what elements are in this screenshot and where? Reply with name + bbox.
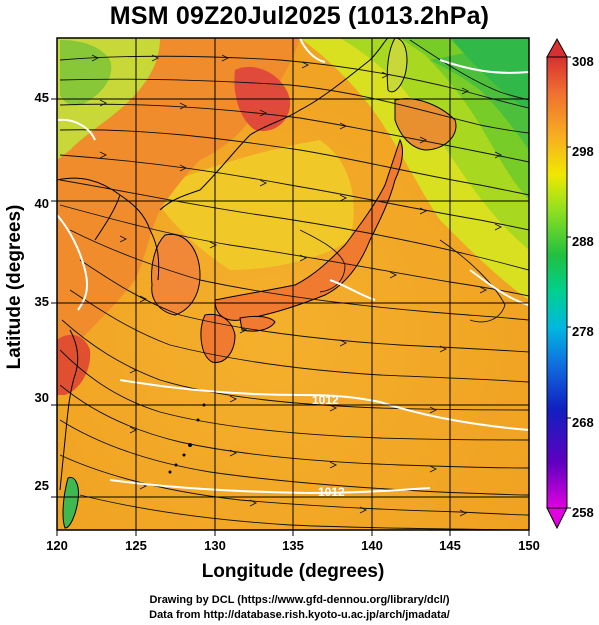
lat-lon-grid (57, 38, 529, 530)
colorbar-tick-label: 298 (572, 144, 594, 159)
wind-streamlines (59, 39, 529, 530)
honshu-island (214, 138, 403, 321)
isobar-label-1: 1012 (312, 393, 339, 407)
kyushu-island (200, 313, 236, 363)
continent-region (57, 38, 300, 350)
colorbar: 258 268 278 288 298 308 (546, 37, 594, 530)
footer-credit-drawing: Drawing by DCL (https://www.gfd-dennou.o… (149, 594, 450, 606)
x-axis-label: Longitude (degrees) (202, 561, 385, 582)
colorbar-bottom-arrow (546, 507, 568, 530)
colorbar-top-arrow (546, 37, 568, 58)
x-tick-label: 130 (204, 538, 226, 553)
map-title: MSM 09Z20Jul2025 (1013.2hPa) (109, 2, 490, 30)
colorbar-tick-label: 278 (572, 324, 594, 339)
taiwan-island (62, 476, 79, 529)
isobar-labels: 1012 1012 (312, 393, 345, 499)
y-axis: 25 30 35 40 45 Latitude (degrees) (4, 90, 57, 498)
colorbar-tick-label: 268 (572, 415, 594, 430)
sakhalin-island (386, 38, 408, 93)
x-tick-label: 145 (439, 538, 461, 553)
y-tick-label: 35 (35, 294, 49, 309)
wind-arrowheads (91, 54, 503, 517)
colorbar-tick-label: 258 (572, 505, 594, 520)
footer-credit-data: Data from http://database.rish.kyoto-u.a… (149, 609, 450, 621)
continent-coastline (57, 38, 389, 281)
y-tick-label: 40 (35, 196, 49, 211)
x-tick-label: 135 (282, 538, 304, 553)
x-tick-label: 150 (518, 538, 540, 553)
y-tick-label: 25 (35, 478, 49, 493)
colorbar-scale (546, 56, 568, 509)
china-coastline (59, 329, 79, 491)
x-tick-label: 120 (46, 538, 68, 553)
x-tick-label: 140 (361, 538, 383, 553)
x-tick-label: 125 (125, 538, 147, 553)
y-tick-label: 30 (35, 390, 49, 405)
colorbar-tick-label: 288 (572, 234, 594, 249)
y-tick-label: 45 (35, 90, 49, 105)
map-panel: 1012 1012 (56, 37, 530, 531)
isobar-label-2: 1012 (318, 485, 345, 499)
korea-peninsula (151, 233, 201, 316)
colorbar-tick-label: 308 (572, 54, 594, 69)
isobar-contours (57, 38, 529, 495)
x-axis: 120 125 130 135 140 145 150 Longitude (d… (46, 530, 540, 582)
shikoku-island (239, 315, 276, 332)
y-axis-label: Latitude (degrees) (4, 205, 25, 370)
